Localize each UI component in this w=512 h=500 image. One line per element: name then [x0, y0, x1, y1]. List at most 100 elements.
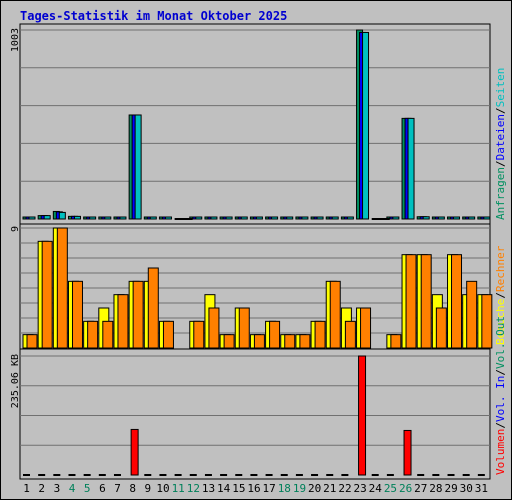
bar-rechner [147, 267, 159, 349]
x-tick-label: 25 [384, 482, 397, 495]
bar-seiten [89, 216, 97, 220]
bar-seiten [346, 216, 354, 220]
x-tick-label: 2 [38, 482, 45, 495]
legend-entry: Dateien [494, 114, 507, 160]
bar-seiten [422, 216, 430, 220]
panel-top-area [19, 23, 491, 225]
legend-entry: / [494, 369, 507, 376]
legend-entry: Besuche [494, 299, 507, 345]
bar-rechner [87, 320, 99, 349]
bar-rechner [314, 320, 326, 349]
panel-bottom-ymax-label: 235.06 KB [10, 354, 21, 408]
bar-rechner [253, 334, 265, 349]
legend-entry: / [494, 292, 507, 299]
x-tick-label: 22 [338, 482, 351, 495]
bar-rechner [299, 334, 311, 349]
bar-rechner [102, 320, 114, 349]
bar-seiten [437, 216, 445, 220]
bar-seiten [483, 216, 491, 220]
legend-entry: / [494, 422, 507, 429]
bar-rechner [238, 307, 250, 349]
legend-entry: Anfragen [494, 167, 507, 220]
bar-seiten [210, 216, 218, 220]
x-tick-label: 11 [172, 482, 185, 495]
x-tick-label: 15 [232, 482, 245, 495]
bar-rechner [117, 294, 129, 349]
x-tick-label: 20 [308, 482, 321, 495]
bar-seiten [407, 117, 415, 220]
bar-seiten [468, 216, 476, 220]
bar-rechner [208, 307, 220, 349]
x-tick-label: 3 [54, 482, 61, 495]
x-tick-label: 19 [293, 482, 306, 495]
bar-seiten [316, 216, 324, 220]
panel-bottom-legend: Volumen/Vol. In/Vol. Out [494, 316, 507, 475]
x-tick-label: 7 [114, 482, 121, 495]
x-tick-label: 17 [263, 482, 276, 495]
bar-seiten [362, 31, 370, 220]
bar-rechner [193, 320, 205, 349]
bar-rechner [284, 334, 296, 349]
bar-seiten [392, 216, 400, 220]
legend-entry: Vol. In [494, 376, 507, 422]
bar-seiten [331, 216, 339, 220]
bar-seiten [286, 216, 294, 220]
legend-entry: Rechner [494, 245, 507, 292]
x-tick-label: 6 [99, 482, 106, 495]
bar-rechner [451, 254, 463, 349]
legend-entry: Seiten [494, 68, 507, 108]
x-tick-label: 29 [444, 482, 457, 495]
bar-seiten [73, 215, 81, 220]
x-tick-label: 26 [399, 482, 412, 495]
bar-rechner [56, 227, 68, 349]
bar-seiten [58, 211, 66, 220]
bar-seiten [301, 216, 309, 220]
x-tick-label: 1 [23, 482, 30, 495]
bar-rechner [26, 334, 38, 349]
panel-middle-ymax-label: 9 [10, 226, 21, 232]
bar-rechner [435, 307, 447, 349]
legend-entry: / [494, 160, 507, 167]
panel-top-legend: Anfragen/Dateien/Seiten [494, 68, 507, 220]
x-tick-label: 14 [217, 482, 231, 495]
bar-seiten [43, 215, 51, 220]
panel-top-ymax-label: 1003 [10, 28, 21, 52]
legend-entry: / [494, 107, 507, 114]
x-tick-label: 30 [460, 482, 473, 495]
bar-volumen [403, 429, 412, 476]
x-tick-label: 5 [84, 482, 91, 495]
bar-volumen [358, 355, 367, 476]
bar-rechner [41, 240, 53, 349]
bar-rechner [344, 320, 356, 349]
x-tick-label: 8 [129, 482, 136, 495]
x-tick-label: 13 [202, 482, 215, 495]
x-tick-label: 21 [323, 482, 336, 495]
bar-seiten [134, 114, 142, 220]
bar-volumen [130, 428, 139, 476]
bar-rechner [420, 254, 432, 349]
bar-rechner [162, 320, 174, 349]
x-tick-label: 27 [414, 482, 427, 495]
x-tick-label: 18 [278, 482, 291, 495]
bar-rechner [481, 294, 493, 349]
bar-seiten [453, 216, 461, 220]
x-tick-label: 12 [187, 482, 200, 495]
x-tick-label: 9 [145, 482, 152, 495]
bar-rechner [466, 280, 478, 349]
bar-seiten [104, 216, 112, 220]
x-tick-label: 10 [156, 482, 169, 495]
x-tick-label: 31 [475, 482, 488, 495]
legend-entry: Volumen [494, 429, 507, 475]
bar-seiten [240, 216, 248, 220]
bar-rechner [132, 280, 144, 349]
panel-bottom-area [19, 348, 491, 480]
bar-rechner [360, 307, 372, 349]
bar-rechner [71, 280, 83, 349]
bar-seiten [195, 216, 203, 220]
bar-seiten [164, 216, 172, 220]
x-tick-label: 23 [354, 482, 367, 495]
bar-rechner [223, 334, 235, 349]
bar-seiten [255, 216, 263, 220]
